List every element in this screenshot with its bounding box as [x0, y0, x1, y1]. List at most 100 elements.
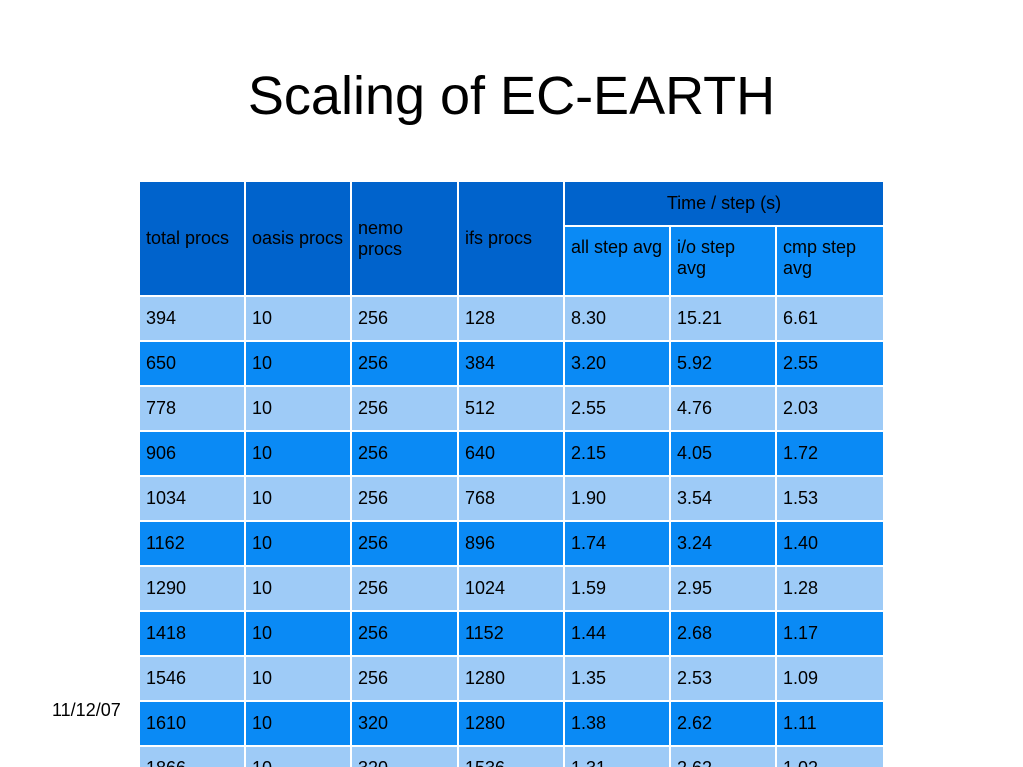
- cell-ifs-procs: 1280: [457, 700, 565, 747]
- cell-ifs-procs: 1024: [457, 565, 565, 612]
- cell-all-step-avg: 1.59: [563, 565, 671, 612]
- cell-oasis-procs: 10: [244, 340, 352, 387]
- cell-ifs-procs: 768: [457, 475, 565, 522]
- cell-all-step-avg: 1.74: [563, 520, 671, 567]
- header-all-step-avg: all step avg: [563, 225, 671, 297]
- table-row: 18661032015361.312.621.02: [138, 745, 885, 767]
- cell-total-procs: 906: [138, 430, 246, 477]
- cell-nemo-procs: 256: [350, 430, 459, 477]
- cell-oasis-procs: 10: [244, 385, 352, 432]
- header-total-procs: total procs: [138, 180, 246, 297]
- cell-oasis-procs: 10: [244, 655, 352, 702]
- table-row: 1162 10 256 896 1.74 3.24 1.40: [138, 520, 885, 567]
- header-cmp-step-avg: cmp step avg: [775, 225, 885, 297]
- cell-total-procs: 650: [138, 340, 246, 387]
- cell-ifs-procs: 896: [457, 520, 565, 567]
- cell-cmp-step-avg: 1.72: [775, 430, 885, 477]
- cell-io-step-avg: 2.62: [669, 745, 777, 767]
- slide-date: 11/12/07: [52, 700, 121, 720]
- slide-title: Scaling of EC-EARTH: [247, 66, 776, 126]
- cell-ifs-procs: 1152: [457, 610, 565, 657]
- cell-all-step-avg: 8.30: [563, 295, 671, 342]
- cell-total-procs: 1546: [138, 655, 246, 702]
- cell-cmp-step-avg: 1.17: [775, 610, 885, 657]
- cell-total-procs: 1866: [138, 745, 246, 767]
- cell-all-step-avg: 1.38: [563, 700, 671, 747]
- cell-ifs-procs: 1536: [457, 745, 565, 767]
- cell-cmp-step-avg: 2.55: [775, 340, 885, 387]
- cell-all-step-avg: 2.55: [563, 385, 671, 432]
- cell-total-procs: 1610: [138, 700, 246, 747]
- cell-io-step-avg: 5.92: [669, 340, 777, 387]
- cell-io-step-avg: 4.76: [669, 385, 777, 432]
- cell-io-step-avg: 2.95: [669, 565, 777, 612]
- cell-nemo-procs: 256: [350, 520, 459, 567]
- cell-oasis-procs: 10: [244, 430, 352, 477]
- header-row-top: total procs oasis procs nemo procs ifs p…: [138, 180, 885, 297]
- scaling-table: total procs oasis procs nemo procs ifs p…: [138, 180, 885, 767]
- header-oasis-procs: oasis procs: [244, 180, 352, 297]
- cell-total-procs: 1034: [138, 475, 246, 522]
- cell-total-procs: 394: [138, 295, 246, 342]
- table-row: 650 10 256 384 3.20 5.92 2.55: [138, 340, 885, 387]
- cell-cmp-step-avg: 1.02: [775, 745, 885, 767]
- table-row: 778 10 256 512 2.55 4.76 2.03: [138, 385, 885, 432]
- table-row: 394 10 256 128 8.30 15.21 6.61: [138, 295, 885, 342]
- cell-nemo-procs: 256: [350, 565, 459, 612]
- cell-nemo-procs: 256: [350, 385, 459, 432]
- cell-cmp-step-avg: 1.11: [775, 700, 885, 747]
- cell-all-step-avg: 1.31: [563, 745, 671, 767]
- cell-oasis-procs: 10: [244, 610, 352, 657]
- cell-total-procs: 778: [138, 385, 246, 432]
- header-io-step-avg: i/o step avg: [669, 225, 777, 297]
- cell-all-step-avg: 3.20: [563, 340, 671, 387]
- cell-oasis-procs: 10: [244, 700, 352, 747]
- cell-ifs-procs: 512: [457, 385, 565, 432]
- cell-ifs-procs: 640: [457, 430, 565, 477]
- cell-nemo-procs: 256: [350, 655, 459, 702]
- cell-oasis-procs: 10: [244, 520, 352, 567]
- cell-io-step-avg: 2.68: [669, 610, 777, 657]
- cell-all-step-avg: 2.15: [563, 430, 671, 477]
- table-row: 1034 10 256 768 1.90 3.54 1.53: [138, 475, 885, 522]
- cell-cmp-step-avg: 1.28: [775, 565, 885, 612]
- cell-total-procs: 1290: [138, 565, 246, 612]
- table-body: 394 10 256 128 8.30 15.21 6.61 650 10 256 384 3.20 5…: [138, 295, 885, 767]
- header-ifs-procs: ifs procs: [457, 180, 565, 297]
- cell-oasis-procs: 10: [244, 565, 352, 612]
- header-nemo-procs: nemo procs: [350, 180, 459, 297]
- cell-nemo-procs: 256: [350, 475, 459, 522]
- cell-cmp-step-avg: 1.53: [775, 475, 885, 522]
- cell-cmp-step-avg: 1.09: [775, 655, 885, 702]
- cell-total-procs: 1418: [138, 610, 246, 657]
- cell-all-step-avg: 1.90: [563, 475, 671, 522]
- cell-ifs-procs: 128: [457, 295, 565, 342]
- cell-cmp-step-avg: 1.40: [775, 520, 885, 567]
- cell-io-step-avg: 2.62: [669, 700, 777, 747]
- cell-io-step-avg: 2.53: [669, 655, 777, 702]
- cell-oasis-procs: 10: [244, 295, 352, 342]
- cell-oasis-procs: 10: [244, 745, 352, 767]
- table-row: 906 10 256 640 2.15 4.05 1.72: [138, 430, 885, 477]
- cell-total-procs: 1162: [138, 520, 246, 567]
- cell-ifs-procs: 384: [457, 340, 565, 387]
- cell-nemo-procs: 320: [350, 745, 459, 767]
- table-row: 1610 10 320 1280 1.38 2.62 1.11: [138, 700, 885, 747]
- table-row: 1290 10 256 1024 1.59 2.95 1.28: [138, 565, 885, 612]
- cell-nemo-procs: 256: [350, 295, 459, 342]
- cell-ifs-procs: 1280: [457, 655, 565, 702]
- cell-cmp-step-avg: 6.61: [775, 295, 885, 342]
- table-row: 1546 10 256 1280 1.35 2.53 1.09: [138, 655, 885, 702]
- cell-io-step-avg: 3.54: [669, 475, 777, 522]
- cell-nemo-procs: 256: [350, 340, 459, 387]
- cell-oasis-procs: 10: [244, 475, 352, 522]
- cell-io-step-avg: 15.21: [669, 295, 777, 342]
- cell-all-step-avg: 1.35: [563, 655, 671, 702]
- cell-nemo-procs: 256: [350, 610, 459, 657]
- cell-nemo-procs: 320: [350, 700, 459, 747]
- header-row-sub: all step avg i/o step avg cmp step avg: [139, 225, 885, 297]
- cell-all-step-avg: 1.44: [563, 610, 671, 657]
- header-time-step-group: Time / step (s): [563, 180, 885, 227]
- cell-io-step-avg: 3.24: [669, 520, 777, 567]
